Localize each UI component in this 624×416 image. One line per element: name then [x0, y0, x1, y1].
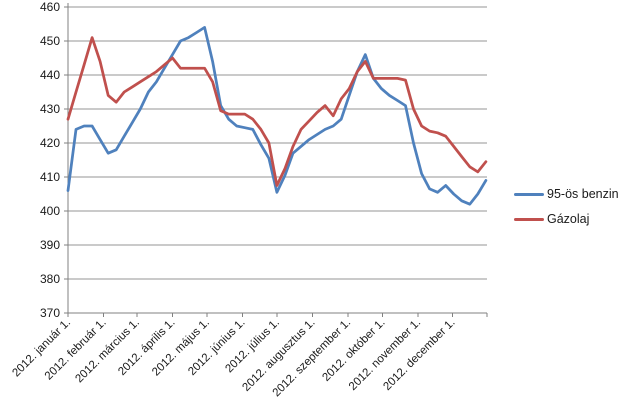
- x-axis-label: 2012. március 1.: [73, 317, 142, 386]
- y-axis-label: 380: [40, 272, 60, 286]
- y-axis-label: 420: [40, 136, 60, 150]
- legend-label-benzin: 95-ös benzin: [547, 187, 619, 201]
- x-axis-label: 2012. október 1.: [320, 317, 387, 384]
- series-line-gazolaj: [66, 36, 488, 187]
- y-axis-label: 390: [40, 238, 60, 252]
- y-axis-label: 450: [40, 34, 60, 48]
- legend-label-gazolaj: Gázolaj: [547, 212, 590, 226]
- y-axis-label: 400: [40, 204, 60, 218]
- y-axis-label: 410: [40, 170, 60, 184]
- y-axis-label: 460: [40, 0, 60, 14]
- series-line-benzin: [66, 26, 488, 206]
- legend-item-benzin: 95-ös benzin: [514, 187, 619, 201]
- y-axis-label: 440: [40, 68, 60, 82]
- legend-swatch-benzin-line: [514, 192, 544, 196]
- x-axis-label: 2012. február 1.: [43, 317, 109, 383]
- y-axis-label: 430: [40, 102, 60, 116]
- legend-swatch-gazolaj-line: [514, 217, 544, 221]
- y-axis-label: 370: [40, 306, 60, 320]
- legend-item-gazolaj: Gázolaj: [514, 212, 619, 226]
- chart-legend: 95-ös benzin Gázolaj: [514, 187, 619, 226]
